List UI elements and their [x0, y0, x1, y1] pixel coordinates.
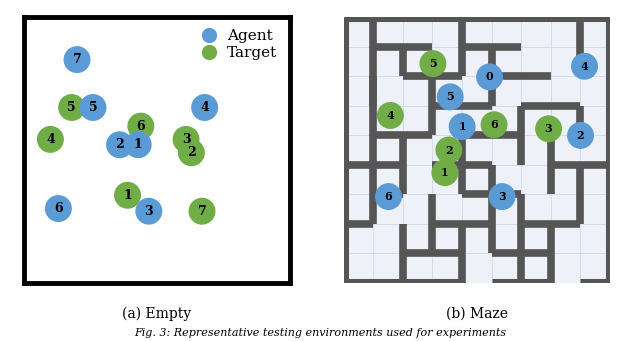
Text: (a) Empty: (a) Empty [122, 307, 191, 321]
Circle shape [477, 64, 502, 90]
Text: 4: 4 [46, 133, 55, 146]
Text: 2: 2 [577, 130, 584, 141]
Text: 2: 2 [445, 145, 452, 155]
Text: 3: 3 [498, 191, 506, 202]
Circle shape [64, 47, 90, 72]
Circle shape [115, 182, 140, 208]
Text: 6: 6 [136, 120, 145, 133]
Circle shape [437, 84, 463, 109]
Circle shape [107, 132, 132, 158]
Text: 6: 6 [385, 191, 392, 202]
Circle shape [436, 137, 461, 163]
Circle shape [192, 95, 218, 120]
Text: 5: 5 [67, 101, 76, 114]
Text: 1: 1 [441, 167, 449, 178]
Text: 0: 0 [486, 71, 493, 83]
Text: 7: 7 [72, 53, 81, 66]
Circle shape [80, 95, 106, 120]
Text: 3: 3 [182, 133, 190, 146]
Circle shape [136, 198, 161, 224]
Circle shape [536, 116, 561, 142]
Circle shape [125, 132, 151, 158]
Text: 1: 1 [134, 138, 143, 151]
Circle shape [38, 127, 63, 152]
Circle shape [572, 54, 597, 79]
Text: 1: 1 [123, 189, 132, 202]
Circle shape [432, 160, 458, 186]
Legend: Agent, Target: Agent, Target [189, 25, 282, 65]
Circle shape [45, 196, 71, 221]
Circle shape [59, 95, 84, 120]
Text: 2: 2 [187, 146, 196, 159]
Text: 6: 6 [490, 119, 498, 130]
Text: 2: 2 [115, 138, 124, 151]
Circle shape [568, 123, 593, 148]
Text: 4: 4 [387, 110, 394, 121]
Circle shape [420, 51, 445, 76]
Circle shape [378, 103, 403, 128]
Text: 6: 6 [54, 202, 63, 215]
Text: 5: 5 [446, 91, 454, 102]
Text: 3: 3 [545, 123, 552, 134]
Circle shape [490, 184, 515, 209]
Text: Fig. 3: Representative testing environments used for experiments: Fig. 3: Representative testing environme… [134, 328, 506, 338]
Circle shape [173, 127, 199, 152]
Text: 1: 1 [458, 121, 466, 132]
Circle shape [481, 112, 507, 137]
Circle shape [128, 113, 154, 139]
Circle shape [376, 184, 401, 209]
Text: 4: 4 [200, 101, 209, 114]
Text: 3: 3 [145, 205, 153, 218]
Text: 5: 5 [89, 101, 97, 114]
Circle shape [179, 140, 204, 165]
Circle shape [189, 198, 215, 224]
Circle shape [449, 114, 475, 139]
Text: 5: 5 [429, 58, 436, 69]
Text: 7: 7 [198, 205, 206, 218]
Text: 4: 4 [580, 61, 588, 72]
Text: (b) Maze: (b) Maze [446, 307, 508, 321]
